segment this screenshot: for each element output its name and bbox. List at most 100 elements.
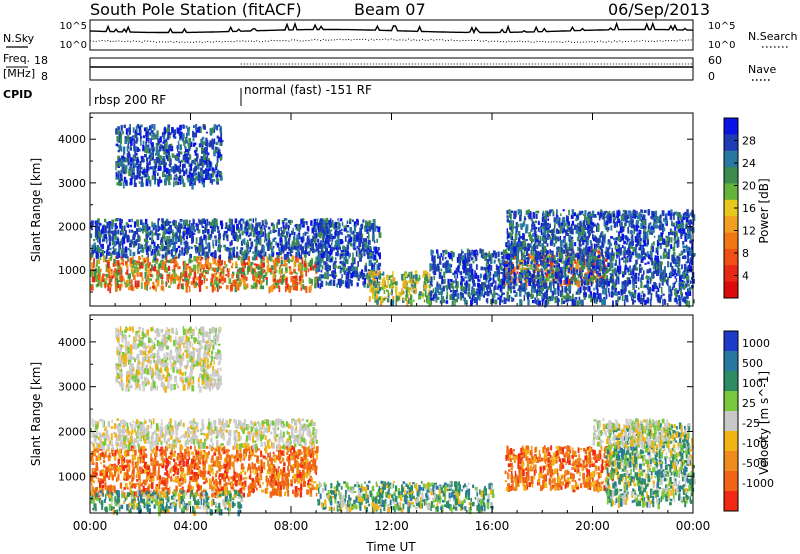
power-cell bbox=[560, 213, 562, 216]
power-cell bbox=[335, 227, 337, 232]
power-cell bbox=[201, 136, 205, 140]
power-cell bbox=[344, 228, 347, 232]
power-cell bbox=[374, 296, 376, 303]
power-cell bbox=[486, 258, 490, 265]
power-cell bbox=[377, 250, 379, 255]
power-cell bbox=[185, 227, 188, 235]
power-cell bbox=[197, 166, 200, 170]
power-cell bbox=[171, 236, 175, 243]
power-cell bbox=[234, 255, 238, 259]
power-cell bbox=[490, 299, 492, 305]
power-cell bbox=[149, 179, 152, 187]
power-cell bbox=[678, 300, 682, 307]
power-cell bbox=[184, 223, 186, 230]
power-cell bbox=[330, 257, 333, 263]
power-cell bbox=[434, 287, 437, 293]
power-cell bbox=[179, 226, 182, 234]
power-cell bbox=[661, 279, 664, 286]
power-cell bbox=[166, 140, 168, 146]
power-cell bbox=[266, 269, 270, 273]
power-cell bbox=[243, 226, 247, 234]
power-cell bbox=[361, 273, 364, 277]
power-cell bbox=[144, 264, 148, 271]
power-cell bbox=[486, 275, 489, 280]
power-cell bbox=[119, 174, 123, 182]
power-cell bbox=[194, 149, 197, 156]
beam-label: Beam 07 bbox=[354, 0, 426, 19]
power-cell bbox=[662, 211, 665, 217]
power-cell bbox=[589, 291, 593, 298]
power-cell bbox=[211, 143, 215, 150]
power-cell bbox=[408, 288, 411, 295]
power-cell bbox=[258, 222, 261, 228]
power-cell bbox=[157, 154, 160, 158]
power-cell bbox=[369, 252, 373, 256]
power-cell bbox=[241, 268, 245, 272]
noise-traces bbox=[89, 21, 694, 44]
power-cell bbox=[407, 294, 409, 300]
power-cell bbox=[205, 240, 207, 245]
power-cell bbox=[178, 237, 181, 242]
power-cell bbox=[269, 243, 272, 248]
power-cell bbox=[548, 297, 551, 302]
power-cell bbox=[192, 277, 195, 284]
power-cell bbox=[686, 226, 690, 229]
power-cell bbox=[123, 156, 126, 162]
power-cell bbox=[529, 211, 532, 214]
power-cell bbox=[487, 265, 491, 270]
power-cell bbox=[291, 241, 294, 249]
power-cell bbox=[171, 153, 175, 158]
power-cell bbox=[155, 142, 159, 148]
power-cell bbox=[263, 225, 266, 230]
power-cell bbox=[122, 253, 125, 258]
power-cell bbox=[253, 254, 256, 261]
power-cell bbox=[376, 290, 380, 294]
power-cell bbox=[359, 233, 362, 239]
power-cell bbox=[195, 257, 199, 263]
power-cell bbox=[392, 295, 395, 301]
power-cell bbox=[250, 261, 254, 265]
power-cell bbox=[557, 276, 559, 282]
power-cell bbox=[119, 230, 122, 236]
power-cell bbox=[562, 209, 565, 212]
power-cell bbox=[292, 284, 296, 291]
power-cell bbox=[381, 286, 384, 291]
power-cell bbox=[346, 230, 349, 233]
power-cell bbox=[359, 253, 363, 259]
power-cell bbox=[130, 239, 133, 245]
power-cell bbox=[108, 234, 111, 242]
power-cell bbox=[395, 281, 398, 286]
power-cell bbox=[241, 231, 244, 236]
power-cell bbox=[258, 276, 261, 283]
power-cell bbox=[152, 137, 155, 140]
power-cell bbox=[246, 239, 249, 245]
power-cell bbox=[354, 226, 356, 233]
power-cell bbox=[434, 255, 436, 263]
power-cell bbox=[288, 243, 291, 248]
power-cell bbox=[365, 220, 368, 227]
power-cell bbox=[168, 272, 171, 278]
power-cell bbox=[408, 297, 410, 304]
power-cell bbox=[455, 298, 458, 303]
power-cell bbox=[341, 249, 345, 252]
power-cell bbox=[392, 277, 396, 282]
power-cell bbox=[179, 249, 181, 257]
power-cell bbox=[666, 236, 669, 241]
power-cell bbox=[649, 250, 653, 258]
power-cell bbox=[213, 218, 216, 225]
station-title: South Pole Station (fitACF) bbox=[90, 0, 302, 19]
power-cell bbox=[131, 171, 135, 175]
power-cell bbox=[649, 299, 652, 306]
power-cell bbox=[160, 285, 164, 291]
noise-panel-frame bbox=[89, 19, 694, 51]
power-cell bbox=[582, 242, 585, 246]
power-cell bbox=[410, 271, 413, 279]
power-cell bbox=[161, 242, 164, 249]
power-cell bbox=[485, 285, 489, 290]
power-cell bbox=[641, 218, 643, 223]
power-cell bbox=[159, 261, 163, 266]
power-cell bbox=[183, 140, 186, 146]
power-cell bbox=[147, 274, 150, 281]
power-cell bbox=[123, 167, 126, 175]
power-cell bbox=[130, 284, 134, 291]
